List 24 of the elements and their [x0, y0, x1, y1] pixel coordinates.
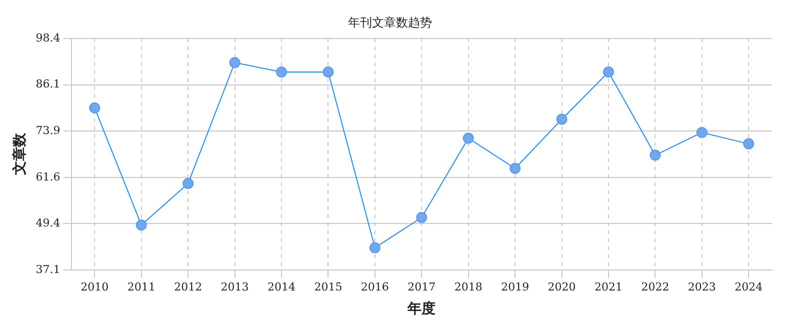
y-tick-label: 49.4: [36, 216, 60, 230]
x-tick-label: 2014: [268, 280, 296, 294]
x-tick-label: 2021: [594, 280, 622, 294]
x-tick-label: 2012: [174, 280, 202, 294]
x-tick-label: 2022: [641, 280, 670, 294]
y-tick-label: 37.1: [36, 262, 60, 276]
x-axis-title: 年度: [406, 300, 436, 318]
y-tick-label: 61.6: [36, 170, 60, 184]
x-tick-label: 2010: [80, 280, 109, 294]
x-tick-label: 2015: [314, 280, 342, 294]
y-tick-label: 86.1: [36, 78, 60, 91]
y-tick-label: 73.9: [36, 124, 60, 137]
x-tick-label: 2016: [360, 280, 389, 294]
y-axis-title: 文章数: [11, 132, 28, 176]
x-tick-label: 2019: [501, 280, 530, 294]
x-tick-label: 2017: [408, 280, 436, 294]
chart-title: 年刊文章数趋势: [348, 15, 432, 30]
x-tick-label: 2024: [734, 280, 763, 294]
x-tick-label: 2013: [220, 280, 249, 294]
x-tick-label: 2011: [127, 280, 156, 294]
x-tick-label: 2018: [454, 280, 482, 294]
y-tick-label: 98.4: [36, 31, 60, 44]
x-tick-label: 2020: [548, 280, 576, 294]
x-tick-label: 2023: [688, 280, 716, 294]
